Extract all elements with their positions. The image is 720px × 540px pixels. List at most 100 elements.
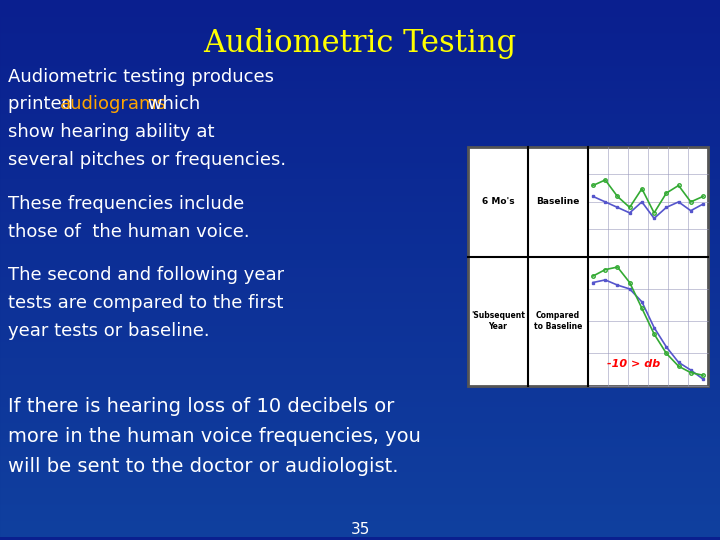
Bar: [0, 407, 720, 408]
Bar: [0, 409, 720, 410]
Bar: [0, 402, 720, 403]
Bar: [0, 274, 720, 275]
Bar: [0, 383, 720, 384]
Bar: [0, 100, 720, 102]
Bar: [0, 116, 720, 117]
Bar: [0, 437, 720, 438]
Bar: [0, 454, 720, 455]
Bar: [0, 432, 720, 433]
Bar: [0, 248, 720, 249]
Bar: [0, 461, 720, 462]
Bar: [0, 57, 720, 58]
Bar: [0, 43, 720, 44]
Bar: [0, 252, 720, 253]
Bar: [0, 221, 720, 222]
Bar: [0, 78, 720, 79]
Bar: [0, 420, 720, 421]
Bar: [0, 353, 720, 354]
Bar: [0, 436, 720, 437]
Bar: [0, 53, 720, 55]
Bar: [0, 320, 720, 321]
Bar: [0, 112, 720, 113]
Bar: [0, 181, 720, 182]
Bar: [0, 65, 720, 66]
Bar: [0, 531, 720, 532]
Bar: [0, 497, 720, 498]
Bar: [0, 368, 720, 369]
Bar: [0, 354, 720, 355]
Bar: [0, 238, 720, 239]
Bar: [0, 516, 720, 517]
Bar: [0, 422, 720, 423]
Bar: [0, 291, 720, 292]
Bar: [0, 186, 720, 187]
Bar: [0, 288, 720, 289]
Bar: [0, 327, 720, 328]
Bar: [0, 388, 720, 389]
Bar: [0, 0, 720, 1]
Bar: [0, 151, 720, 152]
Bar: [0, 359, 720, 360]
Bar: [0, 59, 720, 60]
Bar: [0, 267, 720, 268]
Bar: [0, 362, 720, 363]
Bar: [0, 224, 720, 225]
Bar: [0, 284, 720, 285]
Bar: [0, 218, 720, 219]
Bar: [0, 443, 720, 444]
Bar: [0, 253, 720, 254]
Bar: [0, 534, 720, 535]
Bar: [0, 441, 720, 442]
Bar: [0, 514, 720, 515]
Bar: [0, 178, 720, 179]
Bar: [0, 90, 720, 91]
Bar: [0, 370, 720, 372]
Bar: [0, 52, 720, 53]
Bar: [0, 176, 720, 177]
Bar: [0, 319, 720, 320]
Bar: [0, 32, 720, 33]
Bar: [0, 413, 720, 414]
Bar: [0, 167, 720, 168]
Bar: [0, 254, 720, 255]
Bar: [0, 460, 720, 461]
Bar: [0, 31, 720, 32]
Bar: [0, 309, 720, 310]
Bar: [0, 44, 720, 45]
Bar: [0, 273, 720, 274]
Bar: [0, 374, 720, 375]
Bar: [0, 34, 720, 35]
Bar: [0, 299, 720, 300]
Bar: [0, 118, 720, 119]
Bar: [0, 331, 720, 332]
Text: several pitches or frequencies.: several pitches or frequencies.: [8, 151, 286, 169]
Bar: [0, 494, 720, 495]
Bar: [0, 231, 720, 232]
Bar: [0, 179, 720, 180]
Bar: [0, 499, 720, 500]
Bar: [0, 322, 720, 323]
Bar: [0, 235, 720, 237]
Bar: [0, 26, 720, 27]
Bar: [0, 369, 720, 370]
Bar: [0, 281, 720, 282]
Bar: [0, 526, 720, 528]
Bar: [0, 60, 720, 62]
Bar: [0, 521, 720, 522]
Bar: [0, 445, 720, 446]
Bar: [0, 511, 720, 512]
Bar: [0, 435, 720, 436]
Bar: [0, 190, 720, 191]
Bar: [0, 227, 720, 228]
Bar: [0, 289, 720, 290]
Bar: [0, 260, 720, 261]
Bar: [0, 39, 720, 40]
Bar: [0, 63, 720, 64]
Bar: [0, 120, 720, 121]
Bar: [0, 286, 720, 287]
Bar: [0, 45, 720, 46]
Bar: [0, 237, 720, 238]
Bar: [0, 22, 720, 23]
Bar: [0, 483, 720, 484]
Bar: [0, 500, 720, 501]
